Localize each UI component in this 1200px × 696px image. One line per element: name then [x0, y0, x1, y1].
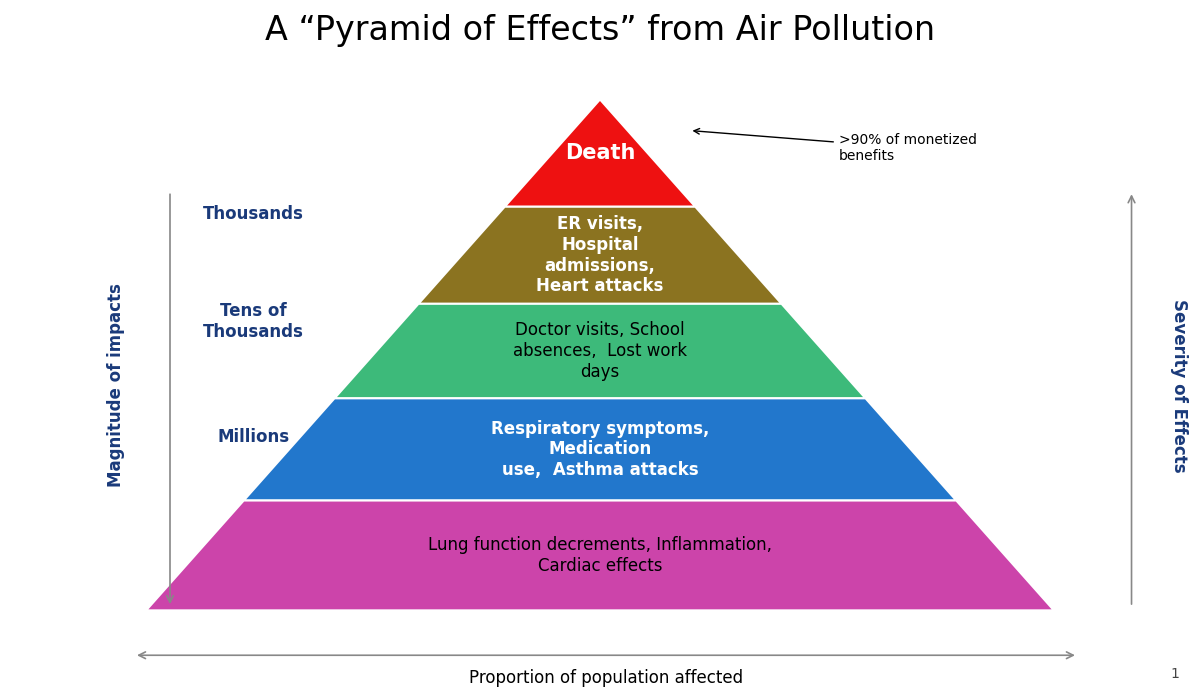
Polygon shape — [146, 500, 1054, 610]
Polygon shape — [244, 398, 956, 500]
Text: Tens of
Thousands: Tens of Thousands — [203, 302, 304, 341]
Polygon shape — [419, 207, 781, 304]
Polygon shape — [335, 304, 865, 398]
Text: A “Pyramid of Effects” from Air Pollution: A “Pyramid of Effects” from Air Pollutio… — [265, 14, 935, 47]
Text: Lung function decrements, Inflammation,
Cardiac effects: Lung function decrements, Inflammation, … — [428, 536, 772, 575]
Polygon shape — [505, 100, 695, 207]
Text: Death: Death — [565, 143, 635, 163]
Text: ER visits,
Hospital
admissions,
Heart attacks: ER visits, Hospital admissions, Heart at… — [536, 215, 664, 296]
Text: Respiratory symptoms,
Medication
use,  Asthma attacks: Respiratory symptoms, Medication use, As… — [491, 420, 709, 480]
Text: Proportion of population affected: Proportion of population affected — [469, 669, 743, 687]
Text: Millions: Millions — [217, 427, 289, 445]
Text: Severity of Effects: Severity of Effects — [1170, 299, 1188, 473]
Text: Magnitude of impacts: Magnitude of impacts — [107, 284, 125, 487]
Text: >90% of monetized
benefits: >90% of monetized benefits — [694, 129, 977, 163]
Text: 1: 1 — [1170, 667, 1180, 681]
Text: Doctor visits, School
absences,  Lost work
days: Doctor visits, School absences, Lost wor… — [512, 322, 688, 381]
Text: Thousands: Thousands — [203, 205, 304, 223]
